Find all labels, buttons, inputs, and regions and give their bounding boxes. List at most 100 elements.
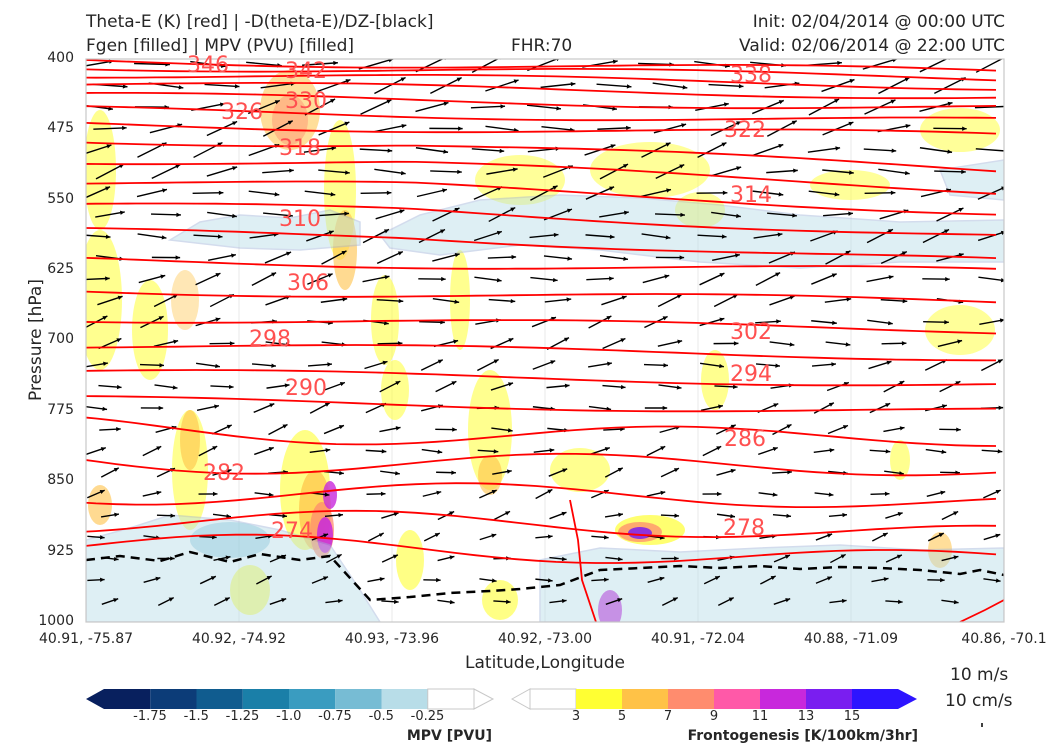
fgen-colorbar-bin xyxy=(622,689,668,709)
wind-vector xyxy=(99,427,121,432)
y-tick-label: 775 xyxy=(47,401,74,418)
theta-e-contour-line xyxy=(569,499,597,622)
mpv-negative-region xyxy=(539,544,1004,622)
wind-vector xyxy=(642,274,670,284)
wind-vector xyxy=(311,576,329,584)
wind-vector xyxy=(811,273,837,285)
wind-vector xyxy=(375,209,405,220)
y-tick-label: 1000 xyxy=(38,613,74,629)
wind-vector xyxy=(549,598,567,604)
wind-vector xyxy=(535,534,553,539)
wind-vector xyxy=(588,315,612,329)
theta-e-contour-line xyxy=(86,452,997,477)
wind-vector xyxy=(436,470,456,475)
wind-vector xyxy=(423,577,441,583)
wind-vector xyxy=(815,576,833,584)
wind-vector xyxy=(321,250,347,265)
wind-vector xyxy=(760,575,776,585)
wind-vector xyxy=(540,81,576,89)
wind-vector xyxy=(864,190,896,195)
wind-vector xyxy=(703,575,721,585)
theta-e-contour-line xyxy=(86,395,997,413)
wind-vector xyxy=(881,341,907,346)
wind-vector xyxy=(599,163,629,180)
wind-vector xyxy=(137,233,167,240)
wind-vector xyxy=(983,533,1001,541)
wind-vector xyxy=(253,403,275,413)
wind-vector xyxy=(586,276,614,281)
wind-vector xyxy=(381,599,399,604)
wind-vector xyxy=(362,228,390,244)
y-tick-label: 400 xyxy=(47,49,74,66)
wind-vector xyxy=(772,513,792,519)
mpv-colorbar-tick: -1.75 xyxy=(133,709,167,724)
x-tick-label: 40.92, -74.92 xyxy=(191,631,287,647)
wind-vector xyxy=(766,168,798,174)
wind-vector xyxy=(268,423,288,436)
mpv-colorbar-bin xyxy=(104,689,151,709)
wind-vector xyxy=(533,448,555,453)
theta-e-contour-line xyxy=(86,256,997,270)
theta-e-contour-line xyxy=(86,105,997,122)
fgen-region xyxy=(482,580,518,620)
wind-vector xyxy=(493,599,511,604)
wind-vector xyxy=(418,228,446,244)
fgen-region xyxy=(920,108,1000,152)
wind-vector xyxy=(714,384,738,390)
wind-vector xyxy=(822,121,854,136)
wind-vector xyxy=(936,207,964,222)
wind-vector xyxy=(773,554,791,563)
wind-key-vertical-label: 10 cm/s xyxy=(945,691,1013,711)
wind-vector xyxy=(140,405,164,411)
wind-vector xyxy=(767,212,797,218)
wind-vector xyxy=(143,576,161,583)
wind-vector xyxy=(772,469,792,475)
wind-vector xyxy=(769,341,795,347)
wind-vector xyxy=(653,123,687,134)
wind-vector xyxy=(880,298,908,304)
fgen-colorbar-over-arrow xyxy=(898,689,917,709)
chart-title-line1: Theta-E (K) [red] | -D(theta-E)/DZ-[blac… xyxy=(86,12,434,32)
theta-e-contour-line xyxy=(86,482,997,508)
wind-vector xyxy=(695,102,729,112)
wind-vector xyxy=(549,556,567,562)
theta-e-contour-line xyxy=(86,160,997,195)
fgen-region xyxy=(323,481,337,509)
theta-e-contour-line xyxy=(959,599,1004,622)
y-tick-label: 475 xyxy=(47,120,74,137)
x-axis-label: Latitude,Longitude xyxy=(465,653,625,673)
wind-vector xyxy=(591,577,609,582)
wind-vector xyxy=(715,424,737,435)
mpv-colorbar-tick: -0.75 xyxy=(318,709,352,724)
mpv-colorbar xyxy=(86,688,495,710)
wind-vector xyxy=(937,339,963,348)
y-tick-label: 850 xyxy=(47,472,74,489)
wind-vector xyxy=(825,250,851,265)
wind-vector xyxy=(863,148,897,153)
wind-vector xyxy=(360,99,392,115)
fgen-region xyxy=(381,360,409,420)
x-tick-label: 40.93, -73.96 xyxy=(344,631,440,647)
wind-vector xyxy=(657,339,683,347)
wind-vector xyxy=(304,98,336,116)
wind-vector xyxy=(367,532,385,542)
wind-vector xyxy=(491,427,513,433)
wind-vector xyxy=(753,232,783,239)
dthetae-dz-zero-contour xyxy=(86,550,1004,602)
mpv-colorbar-bin xyxy=(242,689,289,709)
wind-vector xyxy=(374,76,406,95)
wind-vector xyxy=(605,598,623,605)
wind-vector xyxy=(871,577,889,583)
wind-vector xyxy=(320,297,348,303)
init-time: Init: 02/04/2014 @ 00:00 UTC xyxy=(752,12,1005,32)
wind-vector xyxy=(381,512,399,519)
wind-vector xyxy=(151,163,181,180)
wind-vector xyxy=(712,253,740,262)
y-tick-label: 700 xyxy=(47,331,74,348)
wind-vector xyxy=(379,380,401,393)
wind-vector xyxy=(319,211,349,217)
wind-vector xyxy=(941,555,959,562)
mpv-colorbar-tick: -0.5 xyxy=(368,709,394,724)
theta-e-contour-label: 306 xyxy=(287,271,329,296)
wind-vector xyxy=(602,384,626,390)
